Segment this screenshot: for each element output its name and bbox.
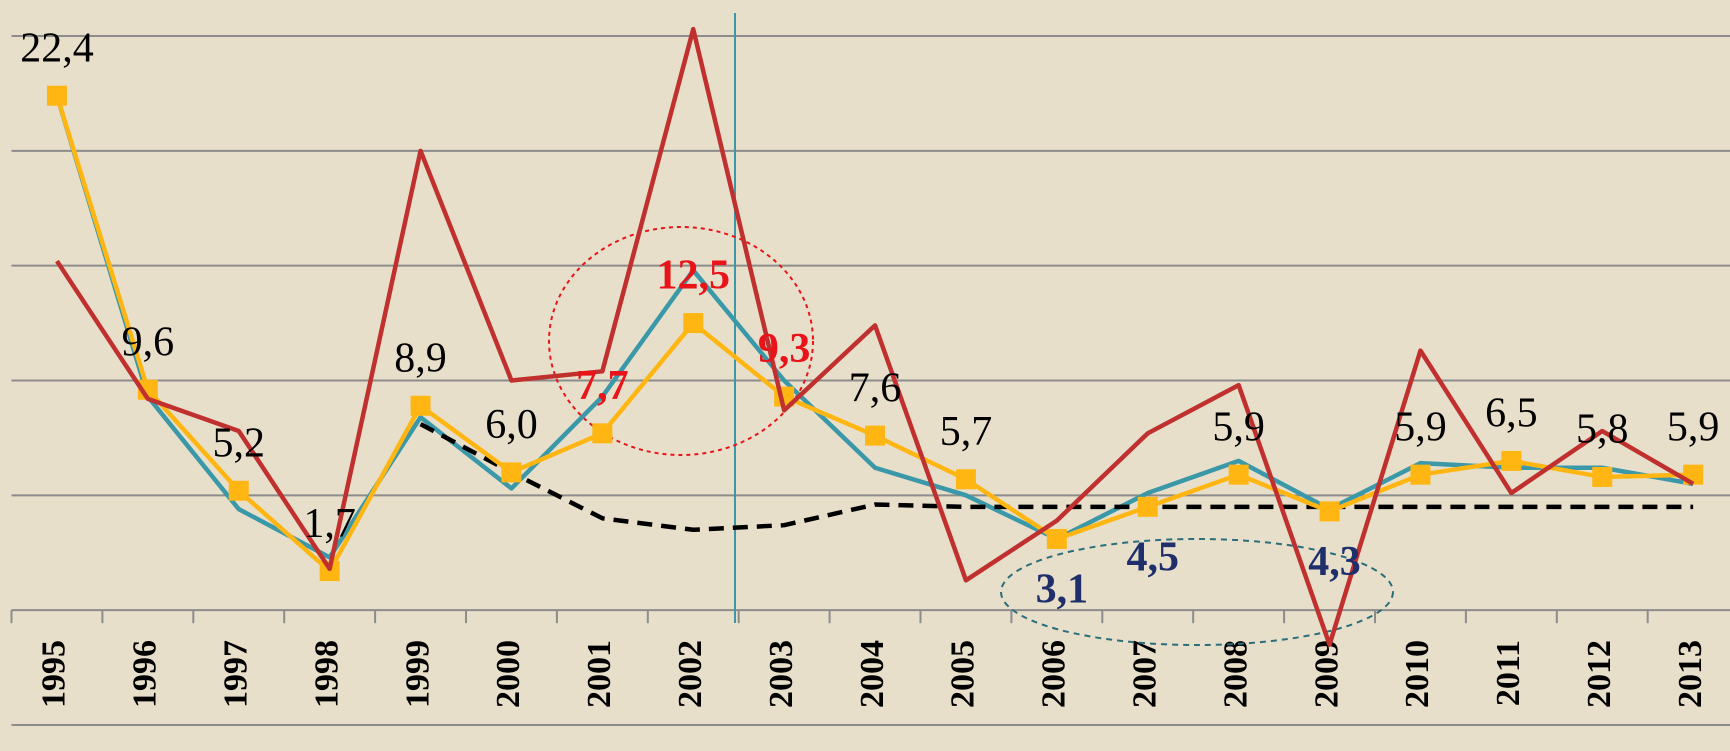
data-label: 1,7: [303, 501, 356, 547]
data-label: 4,5: [1127, 534, 1180, 580]
marker: [592, 423, 613, 444]
x-tick-label: 1998: [308, 640, 345, 708]
x-tick-label: 2006: [1036, 640, 1073, 708]
marker: [683, 313, 704, 334]
data-label: 9,6: [122, 319, 175, 365]
data-label: 6,5: [1485, 391, 1538, 437]
series-line: [54, 95, 1694, 560]
data-label: 5,9: [1212, 404, 1265, 450]
marker: [1046, 528, 1067, 549]
data-label: 5,2: [213, 420, 266, 466]
x-tick-label: 2012: [1581, 640, 1618, 708]
plot: [46, 26, 1704, 647]
marker: [1319, 501, 1340, 522]
data-label: 7,7: [576, 363, 629, 409]
marker: [46, 85, 67, 106]
data-label: 6,0: [485, 402, 538, 448]
x-tick-label: 2010: [1399, 640, 1436, 708]
x-tick-label: 2008: [1217, 640, 1254, 708]
data-label: 3,1: [1036, 567, 1089, 613]
marker: [410, 395, 431, 416]
series-line: [55, 26, 1695, 647]
x-tick-label: 2002: [672, 640, 709, 708]
data-label: 8,9: [394, 335, 447, 381]
grid: 1995 1996 1997 1998 1999 2000 2001 2002 2003 2004…: [10, 35, 1730, 726]
marker: [1501, 450, 1522, 471]
marker: [955, 469, 976, 490]
x-tick-label: 2007: [1127, 640, 1164, 708]
x-tick-label: 1997: [218, 640, 255, 708]
marker: [865, 425, 886, 446]
data-label: 5,7: [940, 409, 993, 455]
marker: [1137, 496, 1158, 517]
x-tick-label: 2003: [763, 640, 800, 708]
data-label: 5,9: [1667, 404, 1720, 450]
data-label: 9,3: [758, 326, 811, 372]
highlight-ellipse: [548, 226, 814, 456]
data-label: 22,4: [20, 25, 94, 71]
marker: [1410, 464, 1431, 485]
marker: [501, 462, 522, 483]
x-tick-label: 2000: [490, 640, 527, 708]
marker: [1592, 466, 1613, 487]
marker: [319, 561, 340, 582]
x-tick-label: 1996: [127, 640, 164, 708]
x-tick-label: 2009: [1308, 640, 1345, 708]
labels: 22,4 9,6 5,2 1,7 8,9 6,0 7,7 12,5 9,3 7,6 5,7 3,1 4,…: [20, 25, 1719, 612]
data-label: 5,9: [1394, 404, 1447, 450]
marker: [1228, 464, 1249, 485]
x-tick-label: 2013: [1672, 640, 1709, 708]
marker: [228, 480, 249, 501]
data-label: 12,5: [657, 253, 731, 299]
x-tick-label: 1999: [399, 640, 436, 708]
x-tick-label: 2005: [945, 640, 982, 708]
x-tick-label: 2001: [581, 640, 618, 708]
series-line: [419, 422, 1694, 533]
x-tick-label: 2011: [1490, 640, 1527, 706]
highlight-ellipse: [1000, 538, 1394, 646]
data-label: 5,8: [1576, 407, 1629, 453]
x-tick-label: 2004: [854, 640, 891, 708]
x-tick-label: 1995: [36, 640, 73, 708]
data-label: 7,6: [849, 365, 902, 411]
data-label: 4,3: [1308, 539, 1361, 585]
